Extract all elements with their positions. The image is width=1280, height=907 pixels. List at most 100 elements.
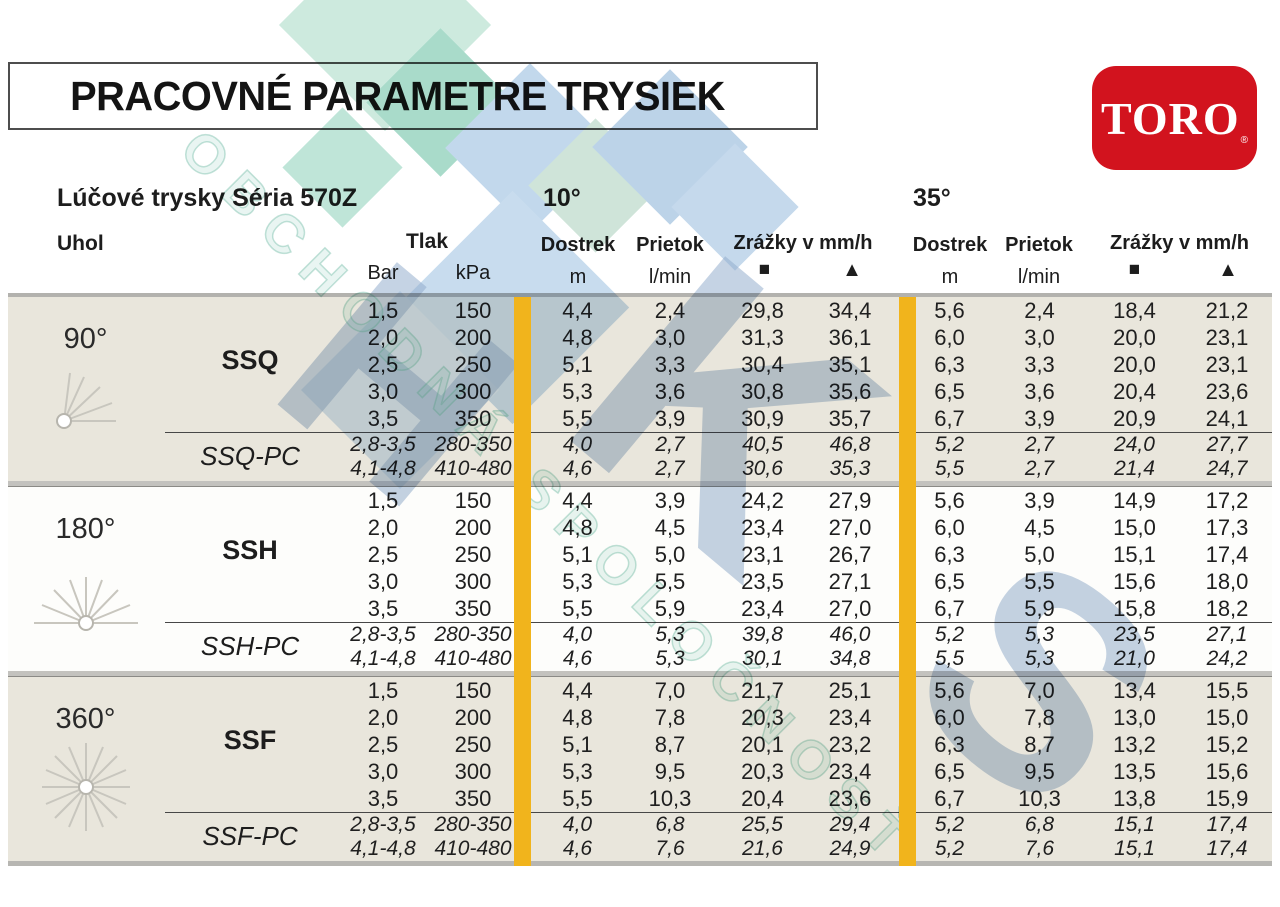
cell-t10: 34,4 [828,298,872,323]
cell-t10: 34,8 [829,647,871,670]
parameters-table: 90° SSQ 1,5 150 4,4 2,4 29,8 34,4 5,6 2,4 18,4 21… [8,293,1272,866]
cell-p35: 5,0 [1024,542,1055,567]
cell-d10: 5,1 [562,542,593,567]
unit-lmin-35: l/min [1017,266,1061,288]
cell-d35: 6,7 [934,786,965,811]
cell-kpa: 250 [454,542,492,567]
cell-s10: 23,4 [741,515,784,540]
spray-90-icon [56,372,116,429]
col-header-zrazky-35: Zrážky v mm/h [1110,232,1249,254]
cell-t35: 18,0 [1205,569,1249,594]
table-row: 2,0 200 4,8 4,5 23,4 27,0 6,0 4,5 15,0 17,3 [8,514,1272,541]
cell-d10: 5,3 [562,759,593,784]
cell-s35: 21,4 [1114,457,1155,480]
cell-d35: 6,7 [934,596,965,621]
table-row: 4,1-4,8 410-480 4,6 5,3 30,1 34,8 5,5 5,3 21,0 24… [8,647,1272,671]
cell-kpa: 280-350 [434,433,512,456]
cell-d35: 5,5 [934,457,965,480]
cell-d35: 6,3 [934,352,965,377]
cell-d10: 5,1 [562,352,593,377]
col-header-prietok-10: Prietok [636,234,704,256]
cell-kpa: 300 [454,379,492,404]
cell-bar: 2,8-3,5 [350,433,416,456]
cell-t10: 35,6 [828,379,872,404]
table-row: 2,8-3,5 280-350 4,0 6,8 25,5 29,4 5,2 6,8 15,1 17… [8,813,1272,837]
divider-line [165,622,1272,623]
cell-t10: 26,7 [828,542,872,567]
cell-p35: 7,8 [1024,705,1055,730]
square-icon: ■ [758,259,771,280]
cell-d35: 5,5 [934,647,965,670]
cell-s10: 21,7 [741,678,784,703]
toro-logo: TORO ® [1092,66,1257,170]
cell-t10: 23,6 [828,786,872,811]
cell-d35: 5,2 [934,837,965,860]
cell-p35: 2,7 [1024,433,1055,456]
cell-s10: 25,5 [742,813,783,836]
cell-p35: 7,0 [1024,678,1055,703]
cell-p35: 2,4 [1024,298,1055,323]
cell-bar: 3,5 [367,596,399,621]
nozzle-name-ssf: SSF [223,725,277,755]
table-row: 4,1-4,8 410-480 4,6 7,6 21,6 24,9 5,2 7,6 15,1 17… [8,837,1272,861]
cell-t35: 15,6 [1205,759,1249,784]
cell-kpa: 250 [454,352,492,377]
cell-p10: 3,3 [654,352,686,377]
table-row: 2,5 250 5,1 5,0 23,1 26,7 6,3 5,0 15,1 17,4 [8,541,1272,568]
table-row: 2,5 250 5,1 8,7 20,1 23,2 6,3 8,7 13,2 15,2 [8,731,1272,758]
page-title: PRACOVNÉ PARAMETRE TRYSIEK [70,73,725,119]
cell-t10: 27,1 [828,569,872,594]
cell-p10: 5,9 [654,596,686,621]
cell-t10: 27,9 [828,488,872,513]
cell-s35: 15,6 [1113,569,1156,594]
cell-kpa: 350 [454,596,492,621]
cell-s35: 20,4 [1113,379,1156,404]
cell-bar: 3,0 [367,569,399,594]
cell-s35: 24,0 [1114,433,1155,456]
cell-d35: 6,0 [934,705,965,730]
cell-d35: 6,7 [934,406,965,431]
cell-s35: 18,4 [1113,298,1156,323]
ssq-pc-subblock: SSQ-PC 2,8-3,5 280-350 4,0 2,7 40,5 46,8 5,2 2,… [8,432,1272,481]
cell-d35: 6,5 [934,379,965,404]
cell-d35: 6,0 [934,325,965,350]
cell-d10: 4,4 [562,678,593,703]
cell-s10: 31,3 [741,325,784,350]
cell-kpa: 410-480 [434,837,512,860]
nozzle-name-ssq: SSQ [221,345,279,375]
cell-bar: 1,5 [367,488,399,513]
col-header-prietok-35: Prietok [1005,234,1073,256]
cell-p10: 3,6 [654,379,686,404]
cell-p10: 5,0 [654,542,686,567]
cell-t10: 35,7 [828,406,872,431]
block-ssf: 360° SSF 1,5 150 4,4 7,0 21,7 25,1 5,6 7,0 13,4 1… [8,677,1272,861]
cell-d10: 4,4 [562,488,593,513]
col-header-tlak: Tlak [405,230,449,253]
cell-bar: 2,5 [367,732,399,757]
cell-d10: 4,6 [562,457,593,480]
table-top-rule [8,293,1272,297]
cell-bar: 4,1-4,8 [350,837,416,860]
cell-s10: 30,6 [742,457,783,480]
cell-bar: 3,5 [367,786,399,811]
cell-s10: 20,3 [741,759,784,784]
cell-s10: 24,2 [741,488,784,513]
cell-s35: 15,1 [1114,837,1155,860]
table-row: 3,0 300 5,3 3,6 30,8 35,6 6,5 3,6 20,4 23,6 [8,378,1272,405]
cell-t10: 46,8 [829,433,871,456]
cell-p35: 7,6 [1024,837,1055,860]
nozzle-name-ssh-pc: SSH-PC [200,631,300,661]
cell-p35: 3,9 [1024,406,1055,431]
cell-t35: 15,0 [1205,705,1249,730]
cell-kpa: 200 [454,325,492,350]
nozzle-name-ssh: SSH [222,535,278,565]
cell-t35: 21,2 [1205,298,1249,323]
cell-s35: 20,0 [1113,352,1156,377]
cell-bar: 4,1-4,8 [350,647,416,670]
cell-p10: 5,5 [654,569,686,594]
cell-s10: 30,1 [742,647,783,670]
cell-t35: 15,9 [1205,786,1249,811]
cell-bar: 3,0 [367,759,399,784]
cell-kpa: 350 [454,786,492,811]
cell-bar: 2,0 [367,515,399,540]
